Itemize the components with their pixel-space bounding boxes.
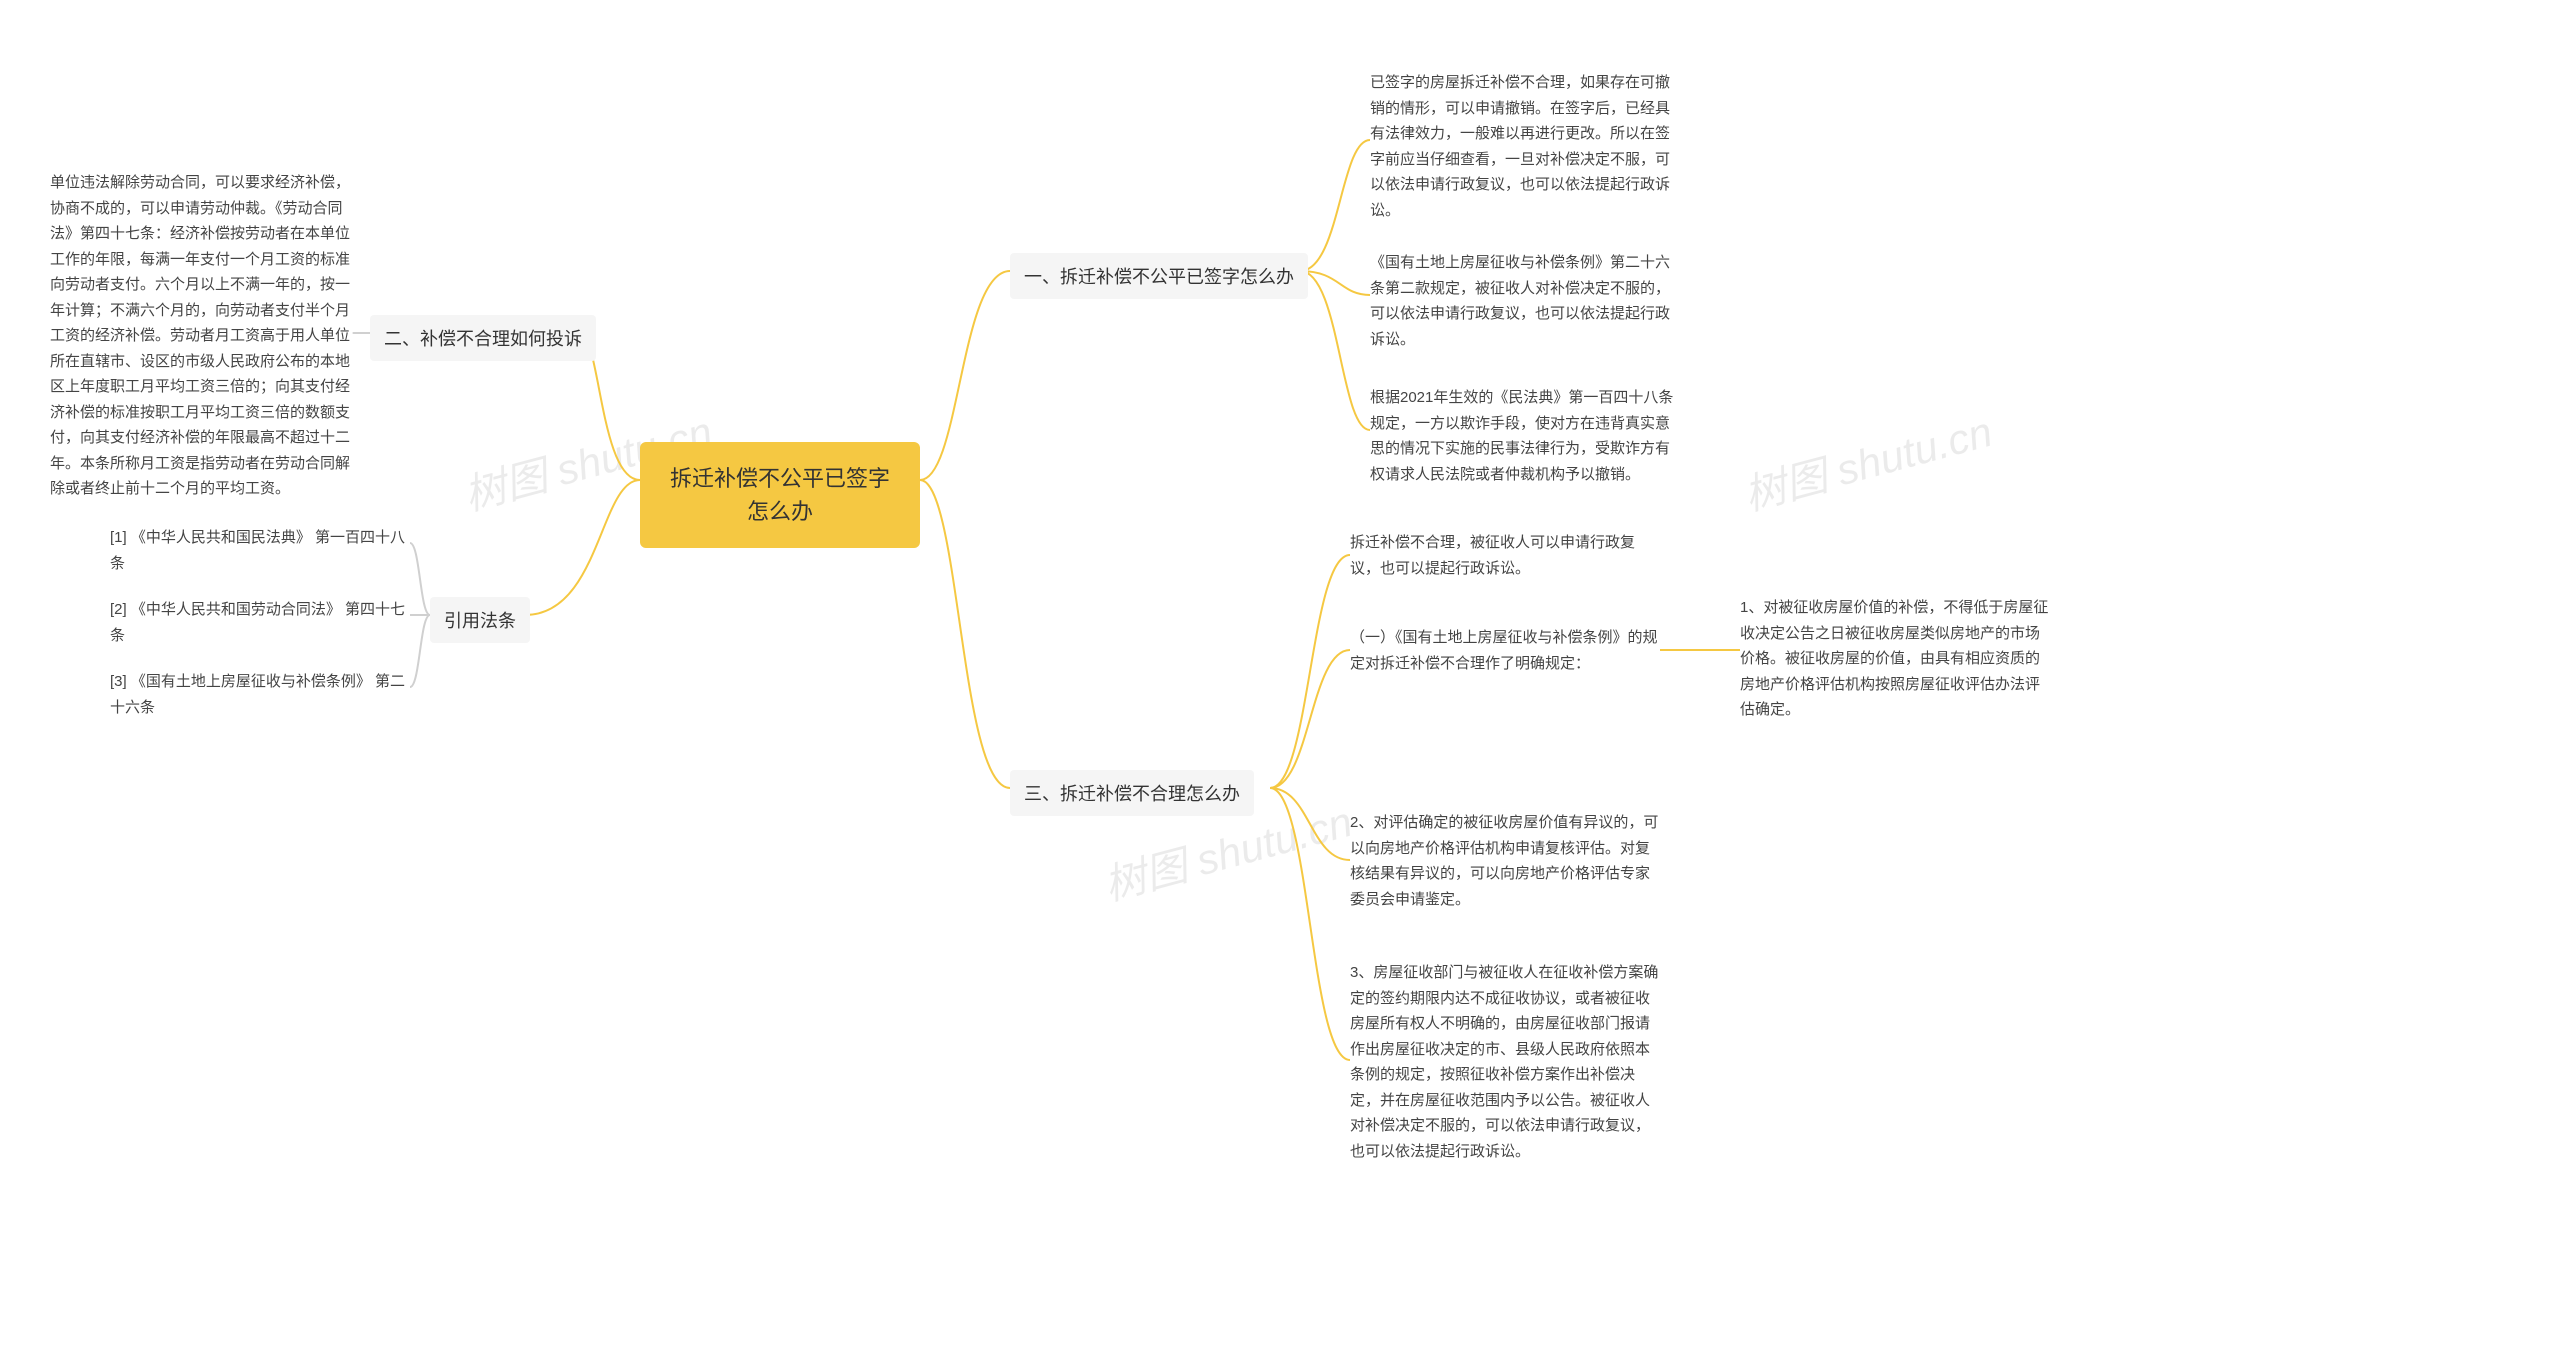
leaf-text: 《国有土地上房屋征收与补偿条例》第二十六条第二款规定，被征收人对补偿决定不服的，…: [1370, 250, 1680, 352]
root-node[interactable]: 拆迁补偿不公平已签字怎么办: [640, 442, 920, 548]
leaf-text: 3、房屋征收部门与被征收人在征收补偿方案确定的签约期限内达不成征收协议，或者被征…: [1350, 960, 1660, 1164]
root-label: 拆迁补偿不公平已签字怎么办: [670, 466, 890, 524]
leaf-text: [3] 《国有土地上房屋征收与补偿条例》 第二十六条: [110, 669, 410, 720]
leaf-text: 1、对被征收房屋价值的补偿，不得低于房屋征收决定公告之日被征收房屋类似房地产的市…: [1740, 595, 2050, 723]
branch-label: 引用法条: [444, 611, 516, 631]
branch-complaint[interactable]: 二、补偿不合理如何投诉: [370, 315, 596, 361]
leaf-text: （一）《国有土地上房屋征收与补偿条例》的规定对拆迁补偿不合理作了明确规定：: [1350, 625, 1660, 676]
branch-citations[interactable]: 引用法条: [430, 597, 530, 643]
branch-label: 三、拆迁补偿不合理怎么办: [1024, 784, 1240, 804]
leaf-text: 2、对评估确定的被征收房屋价值有异议的，可以向房地产价格评估机构申请复核评估。对…: [1350, 810, 1660, 912]
leaf-text: 已签字的房屋拆迁补偿不合理，如果存在可撤销的情形，可以申请撤销。在签字后，已经具…: [1370, 70, 1680, 223]
leaf-text: 拆迁补偿不合理，被征收人可以申请行政复议，也可以提起行政诉讼。: [1350, 530, 1660, 581]
branch-label: 二、补偿不合理如何投诉: [384, 329, 582, 349]
leaf-text: 根据2021年生效的《民法典》第一百四十八条规定，一方以欺诈手段，使对方在违背真…: [1370, 385, 1680, 487]
branch-unreasonable[interactable]: 三、拆迁补偿不合理怎么办: [1010, 770, 1254, 816]
leaf-text: [2] 《中华人民共和国劳动合同法》 第四十七条: [110, 597, 410, 648]
watermark: 树图 shutu.cn: [1736, 398, 1998, 523]
branch-signed[interactable]: 一、拆迁补偿不公平已签字怎么办: [1010, 253, 1308, 299]
leaf-text: [1] 《中华人民共和国民法典》 第一百四十八条: [110, 525, 410, 576]
leaf-text: 单位违法解除劳动合同，可以要求经济补偿，协商不成的，可以申请劳动仲裁。《劳动合同…: [50, 170, 360, 502]
branch-label: 一、拆迁补偿不公平已签字怎么办: [1024, 267, 1294, 287]
